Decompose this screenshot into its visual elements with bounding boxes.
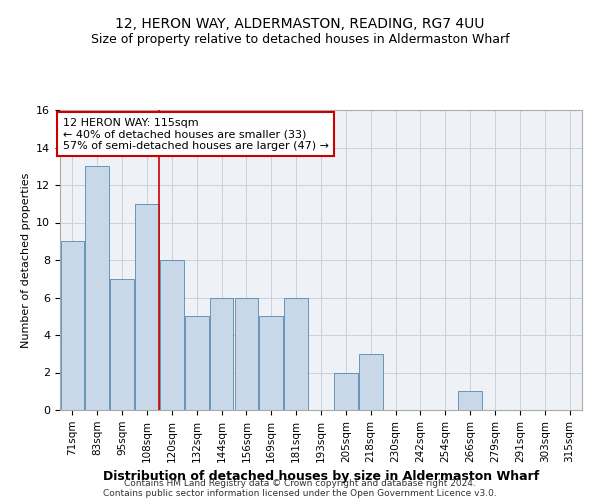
Bar [85,166,109,410]
Bar [135,204,159,410]
Bar [110,279,134,410]
Bar [259,316,283,410]
Bar [284,298,308,410]
Bar [210,298,233,410]
Text: Contains HM Land Registry data © Crown copyright and database right 2024.: Contains HM Land Registry data © Crown c… [124,478,476,488]
Text: Size of property relative to detached houses in Aldermaston Wharf: Size of property relative to detached ho… [91,32,509,46]
Bar [458,391,482,410]
X-axis label: Distribution of detached houses by size in Aldermaston Wharf: Distribution of detached houses by size … [103,470,539,483]
Text: 12, HERON WAY, ALDERMASTON, READING, RG7 4UU: 12, HERON WAY, ALDERMASTON, READING, RG7… [115,18,485,32]
Bar [61,242,84,410]
Bar [160,260,184,410]
Bar [359,354,383,410]
Text: 12 HERON WAY: 115sqm
← 40% of detached houses are smaller (33)
57% of semi-detac: 12 HERON WAY: 115sqm ← 40% of detached h… [62,118,329,150]
Bar [334,372,358,410]
Bar [235,298,258,410]
Bar [185,316,209,410]
Y-axis label: Number of detached properties: Number of detached properties [20,172,31,348]
Text: Contains public sector information licensed under the Open Government Licence v3: Contains public sector information licen… [103,488,497,498]
